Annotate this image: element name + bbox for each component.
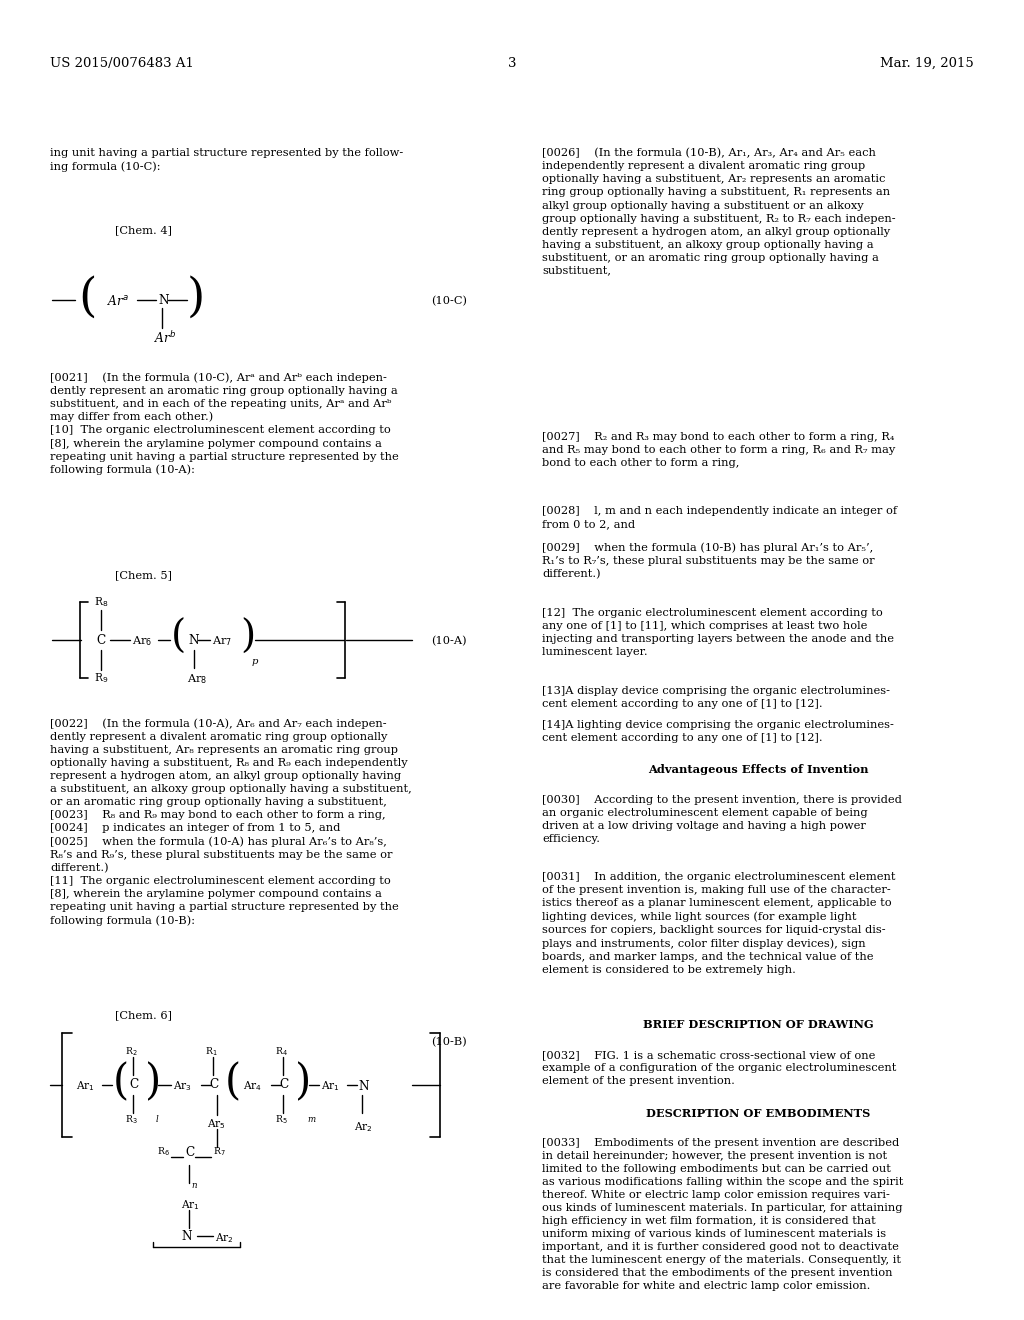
Text: BRIEF DESCRIPTION OF DRAWING: BRIEF DESCRIPTION OF DRAWING	[643, 1019, 873, 1030]
Text: Ar$_4$: Ar$_4$	[243, 1080, 262, 1093]
Text: Ar$_8$: Ar$_8$	[187, 672, 207, 686]
Text: N: N	[188, 635, 199, 648]
Text: Mar. 19, 2015: Mar. 19, 2015	[881, 57, 974, 70]
Text: R$_5$: R$_5$	[275, 1114, 288, 1126]
Text: C: C	[129, 1078, 138, 1092]
Text: [0029]    when the formula (10-B) has plural Ar₁’s to Ar₅’,
R₁’s to R₇’s, these : [0029] when the formula (10-B) has plura…	[542, 543, 874, 579]
Text: [13]A display device comprising the organic electrolumines-
cent element accordi: [13]A display device comprising the orga…	[542, 686, 890, 709]
Text: Ar$_1$: Ar$_1$	[321, 1080, 340, 1093]
Text: US 2015/0076483 A1: US 2015/0076483 A1	[50, 57, 194, 70]
Text: [0021]    (In the formula (10-C), Arᵃ and Arᵇ each indepen-
dently represent an : [0021] (In the formula (10-C), Arᵃ and A…	[50, 372, 398, 475]
Text: Ar$_6$: Ar$_6$	[132, 634, 153, 648]
Text: (: (	[171, 619, 186, 656]
Text: [14]A lighting device comprising the organic electrolumines-
cent element accord: [14]A lighting device comprising the org…	[542, 719, 894, 743]
Text: C: C	[185, 1146, 195, 1159]
Text: [0028]    l, m and n each independently indicate an integer of
from 0 to 2, and: [0028] l, m and n each independently ind…	[542, 506, 897, 529]
Text: ): )	[145, 1061, 161, 1104]
Text: Ar$_7$: Ar$_7$	[212, 634, 232, 648]
Text: (: (	[113, 1061, 129, 1104]
Text: ): )	[240, 619, 255, 656]
Text: DESCRIPTION OF EMBODIMENTS: DESCRIPTION OF EMBODIMENTS	[646, 1107, 870, 1119]
Text: C: C	[209, 1078, 218, 1092]
Text: Ar$_1$: Ar$_1$	[76, 1080, 95, 1093]
Text: N: N	[158, 294, 169, 308]
Text: [0032]    FIG. 1 is a schematic cross-sectional view of one
example of a configu: [0032] FIG. 1 is a schematic cross-secti…	[542, 1049, 896, 1086]
Text: Ar$_1$: Ar$_1$	[181, 1199, 200, 1212]
Text: ): )	[187, 276, 206, 321]
Text: C: C	[96, 634, 105, 647]
Text: [0031]    In addition, the organic electroluminescent element
of the present inv: [0031] In addition, the organic electrol…	[542, 873, 896, 975]
Text: [Chem. 6]: [Chem. 6]	[115, 1010, 172, 1020]
Text: 3: 3	[508, 57, 516, 70]
Text: [Chem. 4]: [Chem. 4]	[115, 224, 172, 235]
Text: Ar$_3$: Ar$_3$	[173, 1080, 193, 1093]
Text: R$_3$: R$_3$	[125, 1114, 137, 1126]
Text: Ar$^a$: Ar$^a$	[106, 294, 129, 308]
Text: l: l	[156, 1114, 159, 1123]
Text: Ar$_2$: Ar$_2$	[215, 1232, 233, 1245]
Text: N: N	[358, 1080, 369, 1093]
Text: R$_6$: R$_6$	[157, 1146, 170, 1158]
Text: R$_1$: R$_1$	[205, 1045, 217, 1059]
Text: [0030]    According to the present invention, there is provided
an organic elect: [0030] According to the present inventio…	[542, 795, 902, 843]
Text: R$_9$: R$_9$	[94, 671, 109, 685]
Text: Ar$^b$: Ar$^b$	[154, 330, 176, 346]
Text: (10-B): (10-B)	[431, 1036, 467, 1047]
Text: ): )	[295, 1061, 311, 1104]
Text: [12]  The organic electroluminescent element according to
any one of [1] to [11]: [12] The organic electroluminescent elem…	[542, 609, 894, 657]
Text: R$_8$: R$_8$	[94, 595, 109, 609]
Text: R$_7$: R$_7$	[213, 1146, 225, 1158]
Text: [0022]    (In the formula (10-A), Ar₆ and Ar₇ each indepen-
dently represent a d: [0022] (In the formula (10-A), Ar₆ and A…	[50, 718, 412, 927]
Text: Advantageous Effects of Invention: Advantageous Effects of Invention	[648, 764, 868, 775]
Text: n: n	[191, 1181, 197, 1191]
Text: [0033]    Embodiments of the present invention are described
in detail hereinund: [0033] Embodiments of the present invent…	[542, 1138, 903, 1291]
Text: N: N	[181, 1230, 191, 1243]
Text: [0026]    (In the formula (10-B), Ar₁, Ar₃, Ar₄ and Ar₅ each
independently repre: [0026] (In the formula (10-B), Ar₁, Ar₃,…	[542, 148, 896, 276]
Text: (: (	[225, 1061, 242, 1104]
Text: p: p	[252, 657, 258, 667]
Text: C: C	[279, 1078, 288, 1092]
Text: (10-A): (10-A)	[431, 636, 467, 647]
Text: [Chem. 5]: [Chem. 5]	[115, 570, 172, 579]
Text: m: m	[307, 1114, 315, 1123]
Text: R$_4$: R$_4$	[275, 1045, 288, 1059]
Text: (10-C): (10-C)	[431, 296, 467, 306]
Text: ing unit having a partial structure represented by the follow-
ing formula (10-C: ing unit having a partial structure repr…	[50, 148, 403, 172]
Text: [0027]    R₂ and R₃ may bond to each other to form a ring, R₄
and R₅ may bond to: [0027] R₂ and R₃ may bond to each other …	[542, 432, 895, 469]
Text: R$_2$: R$_2$	[125, 1045, 137, 1059]
Text: Ar$_2$: Ar$_2$	[354, 1119, 373, 1134]
Text: Ar$_5$: Ar$_5$	[207, 1117, 226, 1131]
Text: (: (	[78, 276, 96, 321]
